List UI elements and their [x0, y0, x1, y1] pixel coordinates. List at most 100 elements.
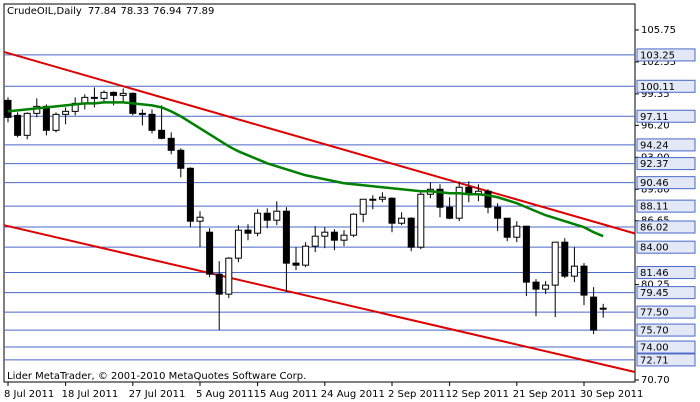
- candle-body: [110, 91, 118, 96]
- candle-body: [206, 231, 214, 275]
- candle-body: [158, 129, 166, 139]
- level-label-box: [636, 305, 696, 319]
- candle-body: [494, 206, 502, 219]
- level-label-box: [636, 138, 696, 152]
- level-label: 92.37: [640, 159, 669, 170]
- level-label-box: [636, 199, 696, 213]
- x-tick-label: 27 Jul 2011: [129, 389, 186, 400]
- x-tick-label: 8 Jul 2011: [4, 389, 54, 400]
- candle-body: [388, 197, 396, 224]
- candle-body: [350, 213, 358, 236]
- level-label: 103.25: [640, 50, 675, 61]
- candle-body: [186, 167, 194, 222]
- candle-body: [330, 231, 338, 241]
- candle-body: [52, 113, 60, 131]
- candle-body: [4, 99, 12, 118]
- level-label: 75.70: [640, 326, 669, 337]
- candle-body: [542, 284, 550, 290]
- y-tick-label: 102.55: [641, 57, 676, 68]
- candle-body: [417, 193, 425, 248]
- level-label-box: [636, 176, 696, 190]
- level-label-box: [636, 340, 696, 354]
- level-label-box: [636, 48, 696, 62]
- level-label: 72.71: [640, 355, 669, 366]
- candle-body: [225, 257, 233, 295]
- level-label-box: [636, 240, 696, 254]
- candle-body: [599, 307, 607, 310]
- header-part: 77.84: [88, 6, 117, 17]
- candle-body: [23, 112, 31, 136]
- level-label: 77.50: [640, 308, 669, 319]
- candle-body: [263, 212, 271, 221]
- x-tick-label: 12 Sep 2011: [446, 389, 509, 400]
- level-label: 100.11: [640, 82, 675, 93]
- header-part: CrudeOIL,Daily: [7, 6, 82, 17]
- chart-header: CrudeOIL,Daily 77.84 78.33 76.94 77.89: [7, 6, 214, 17]
- candle-body: [62, 110, 70, 115]
- candle-body: [407, 217, 415, 248]
- y-tick-label: 99.35: [641, 89, 670, 100]
- candle-body: [532, 281, 540, 290]
- level-label: 74.00: [640, 343, 669, 354]
- candle-body: [359, 198, 367, 215]
- candle-body: [100, 91, 108, 99]
- candle-body: [551, 241, 559, 286]
- candle-body: [580, 265, 588, 296]
- header-part: 76.94: [153, 6, 182, 17]
- candle-body: [369, 198, 377, 201]
- level-label-box: [636, 266, 696, 280]
- x-tick-label: 5 Aug 2011: [196, 389, 254, 400]
- level-label: 86.02: [640, 223, 669, 234]
- candle-body: [398, 217, 406, 224]
- candle-body: [273, 210, 281, 221]
- candle-body: [254, 212, 262, 234]
- x-tick-label: 2 Sep 2011: [388, 389, 445, 400]
- level-label-box: [636, 79, 696, 93]
- candle-body: [234, 229, 242, 259]
- candle-body: [215, 273, 223, 295]
- candle-body: [138, 112, 146, 115]
- level-label: 84.00: [640, 243, 669, 254]
- x-tick-label: 21 Sep 2011: [513, 389, 576, 400]
- candle-body: [503, 217, 511, 238]
- candle-body: [570, 265, 578, 277]
- candle-body: [119, 92, 127, 96]
- level-label: 81.46: [640, 268, 669, 279]
- candle-body: [340, 234, 348, 241]
- candle-body: [302, 245, 310, 266]
- level-label: 97.11: [640, 112, 669, 123]
- candle-body: [321, 231, 329, 237]
- candle-body: [446, 206, 454, 219]
- level-label-box: [636, 109, 696, 123]
- level-label-box: [636, 286, 696, 300]
- candle-body: [90, 96, 98, 99]
- y-tick-label: 96.20: [641, 120, 670, 131]
- candle-body: [282, 210, 290, 264]
- level-label-box: [636, 220, 696, 234]
- candle-body: [177, 149, 185, 169]
- plot-area: [3, 3, 636, 383]
- candle-body: [292, 262, 300, 266]
- y-tick-label: 105.75: [641, 25, 676, 36]
- trendline: [3, 224, 636, 373]
- header-part: 77.89: [186, 6, 215, 17]
- x-tick-label: 15 Aug 2011: [254, 389, 318, 400]
- candle-body: [436, 188, 444, 208]
- x-tick-label: 18 Jul 2011: [62, 389, 119, 400]
- level-label-box: [636, 323, 696, 337]
- candle-body: [590, 296, 598, 331]
- candle-body: [42, 105, 50, 131]
- candle-body: [455, 186, 463, 219]
- footer: Lider MetaTrader, © 2001-2010 MetaQuotes…: [7, 371, 306, 382]
- candle-body: [196, 216, 204, 222]
- y-tick-label: 89.80: [641, 184, 670, 195]
- y-tick-label: 80.25: [641, 280, 670, 291]
- level-label: 90.46: [640, 178, 669, 189]
- candle-body: [148, 113, 156, 131]
- candle-body: [167, 137, 175, 151]
- level-label-box: [636, 353, 696, 367]
- candle-body: [522, 225, 530, 283]
- moving-average: [7, 101, 604, 238]
- candle-body: [513, 225, 521, 238]
